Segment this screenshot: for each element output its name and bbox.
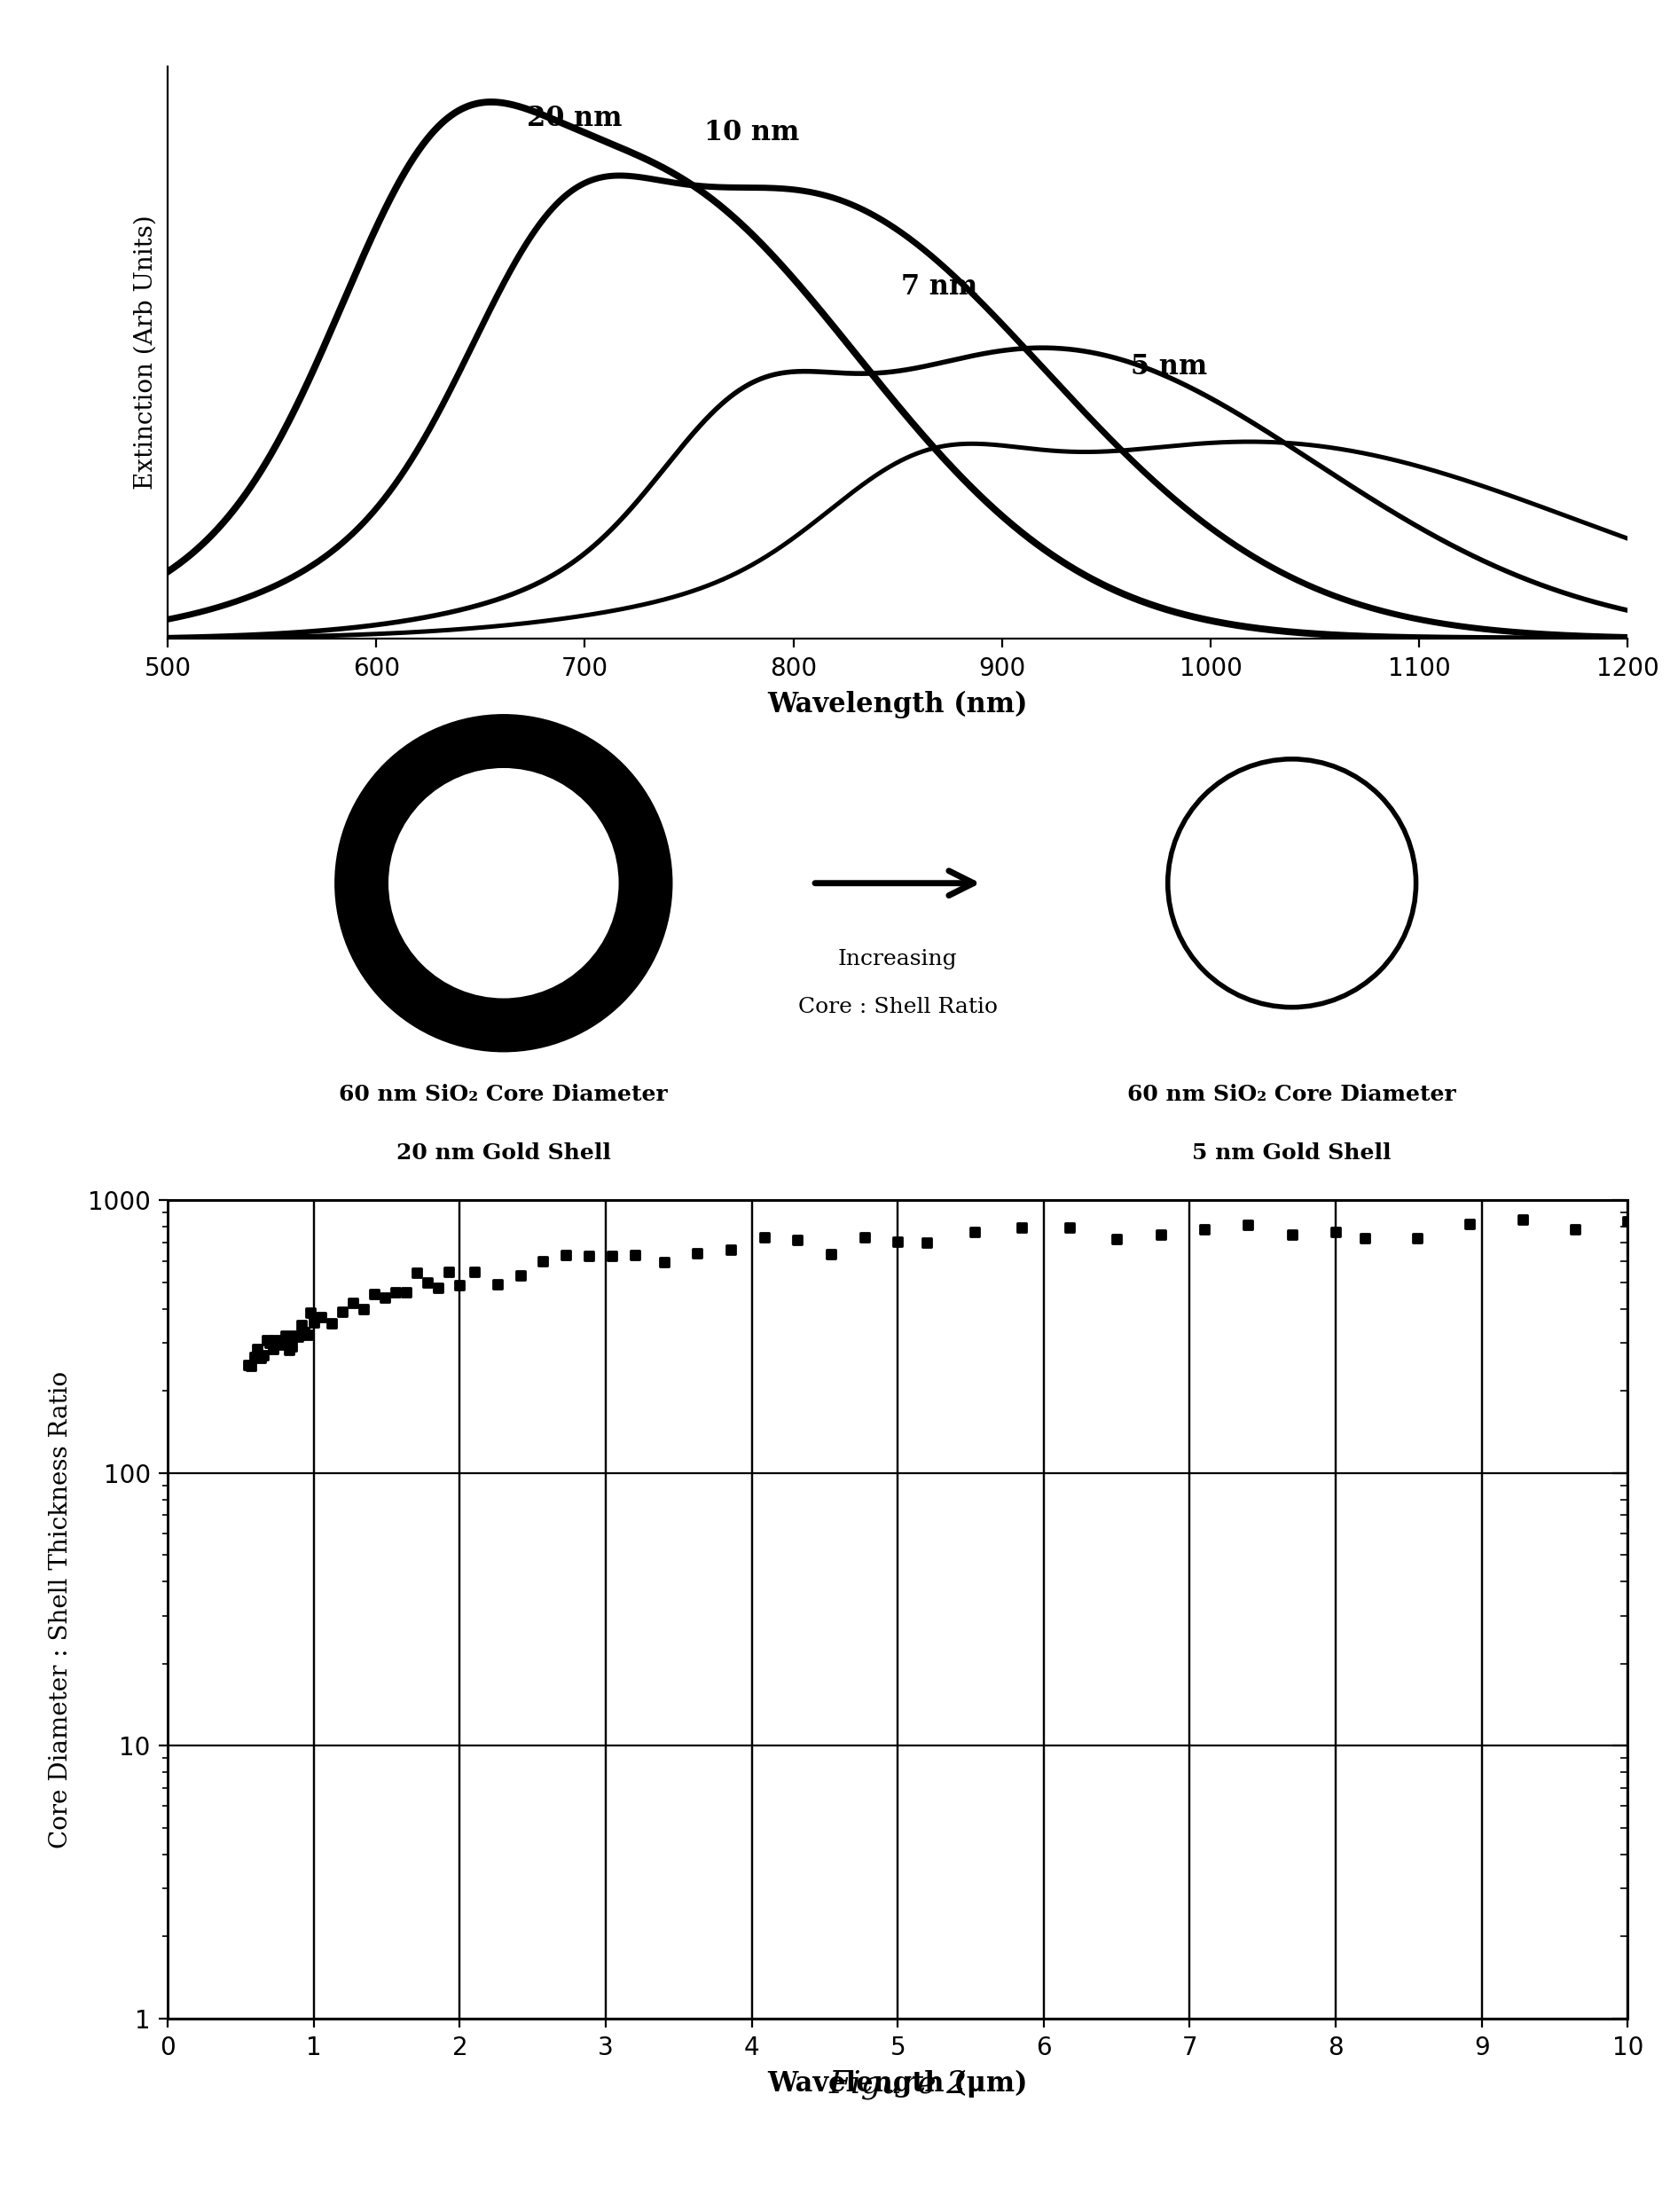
Point [253, 1323, 280, 1358]
Point [1562, 1212, 1589, 1248]
Text: Core : Shell Ratio: Core : Shell Ratio [799, 998, 997, 1018]
Point [257, 1325, 284, 1360]
Point [297, 1294, 324, 1329]
Point [651, 1243, 678, 1279]
Point [1614, 1203, 1641, 1239]
Text: 5 nm Gold Shell: 5 nm Gold Shell [1193, 1144, 1391, 1164]
Point [425, 1270, 451, 1305]
Point [404, 1254, 431, 1290]
Text: 7 nm: 7 nm [901, 274, 978, 301]
Point [1104, 1221, 1131, 1256]
Point [599, 1239, 626, 1274]
Text: 60 nm SiO₂ Core Diameter: 60 nm SiO₂ Core Diameter [1128, 1084, 1457, 1106]
Point [272, 1318, 299, 1354]
Point [1148, 1217, 1175, 1252]
Point [552, 1237, 579, 1272]
Point [1351, 1221, 1378, 1256]
Point [1509, 1201, 1535, 1237]
Point [361, 1276, 388, 1312]
Point [621, 1237, 648, 1272]
Point [750, 1219, 777, 1254]
Point [1055, 1210, 1082, 1245]
Text: 20 nm Gold Shell: 20 nm Gold Shell [396, 1144, 611, 1164]
Point [329, 1294, 356, 1329]
Text: Increasing: Increasing [837, 949, 958, 969]
Point [576, 1239, 602, 1274]
Point [319, 1305, 346, 1340]
Text: 10 nm: 10 nm [705, 119, 799, 146]
Text: Figure 2: Figure 2 [829, 2068, 967, 2099]
Point [436, 1254, 463, 1290]
Point [243, 1332, 270, 1367]
Point [1279, 1217, 1305, 1252]
Point [294, 1316, 320, 1352]
Point [817, 1237, 844, 1272]
Circle shape [336, 714, 671, 1051]
Text: Figure 1: Figure 1 [829, 1276, 967, 1307]
Point [913, 1225, 940, 1261]
Point [238, 1349, 265, 1385]
Point [483, 1267, 510, 1303]
Point [383, 1274, 409, 1310]
Point [351, 1292, 378, 1327]
Point [268, 1325, 295, 1360]
Point [530, 1243, 557, 1279]
Point [242, 1340, 268, 1376]
Point [446, 1267, 473, 1303]
Point [260, 1332, 287, 1367]
Point [1322, 1214, 1349, 1250]
Point [279, 1329, 305, 1365]
Point [393, 1274, 420, 1310]
Point [1404, 1221, 1431, 1256]
Point [265, 1327, 292, 1363]
Point [235, 1347, 262, 1382]
Point [290, 1314, 317, 1349]
Circle shape [389, 770, 618, 998]
Point [507, 1259, 534, 1294]
Point [414, 1265, 441, 1301]
Text: 60 nm SiO₂ Core Diameter: 60 nm SiO₂ Core Diameter [339, 1084, 668, 1106]
X-axis label: Wavelength (nm): Wavelength (nm) [767, 690, 1029, 719]
Point [1457, 1206, 1483, 1241]
Text: 5 nm: 5 nm [1131, 354, 1206, 380]
Y-axis label: Core Diameter : Shell Thickness Ratio: Core Diameter : Shell Thickness Ratio [49, 1371, 72, 1847]
Point [371, 1281, 398, 1316]
Y-axis label: Extinction (Arb Units): Extinction (Arb Units) [134, 215, 158, 491]
Point [685, 1237, 711, 1272]
Point [784, 1223, 810, 1259]
Point [1008, 1210, 1035, 1245]
Text: 20 nm: 20 nm [527, 104, 623, 133]
Point [718, 1232, 745, 1267]
Point [247, 1340, 274, 1376]
Point [851, 1219, 878, 1254]
Point [1235, 1208, 1262, 1243]
Point [300, 1305, 327, 1340]
Point [282, 1318, 309, 1354]
Point [461, 1254, 488, 1290]
Point [285, 1318, 312, 1354]
Point [275, 1332, 302, 1367]
Point [250, 1338, 277, 1374]
Point [339, 1285, 366, 1321]
Point [289, 1307, 315, 1343]
Point [307, 1298, 334, 1334]
X-axis label: Wavelength (μm): Wavelength (μm) [767, 2070, 1029, 2097]
Point [961, 1214, 988, 1250]
Point [263, 1323, 290, 1358]
Point [1191, 1212, 1218, 1248]
Point [884, 1223, 911, 1259]
